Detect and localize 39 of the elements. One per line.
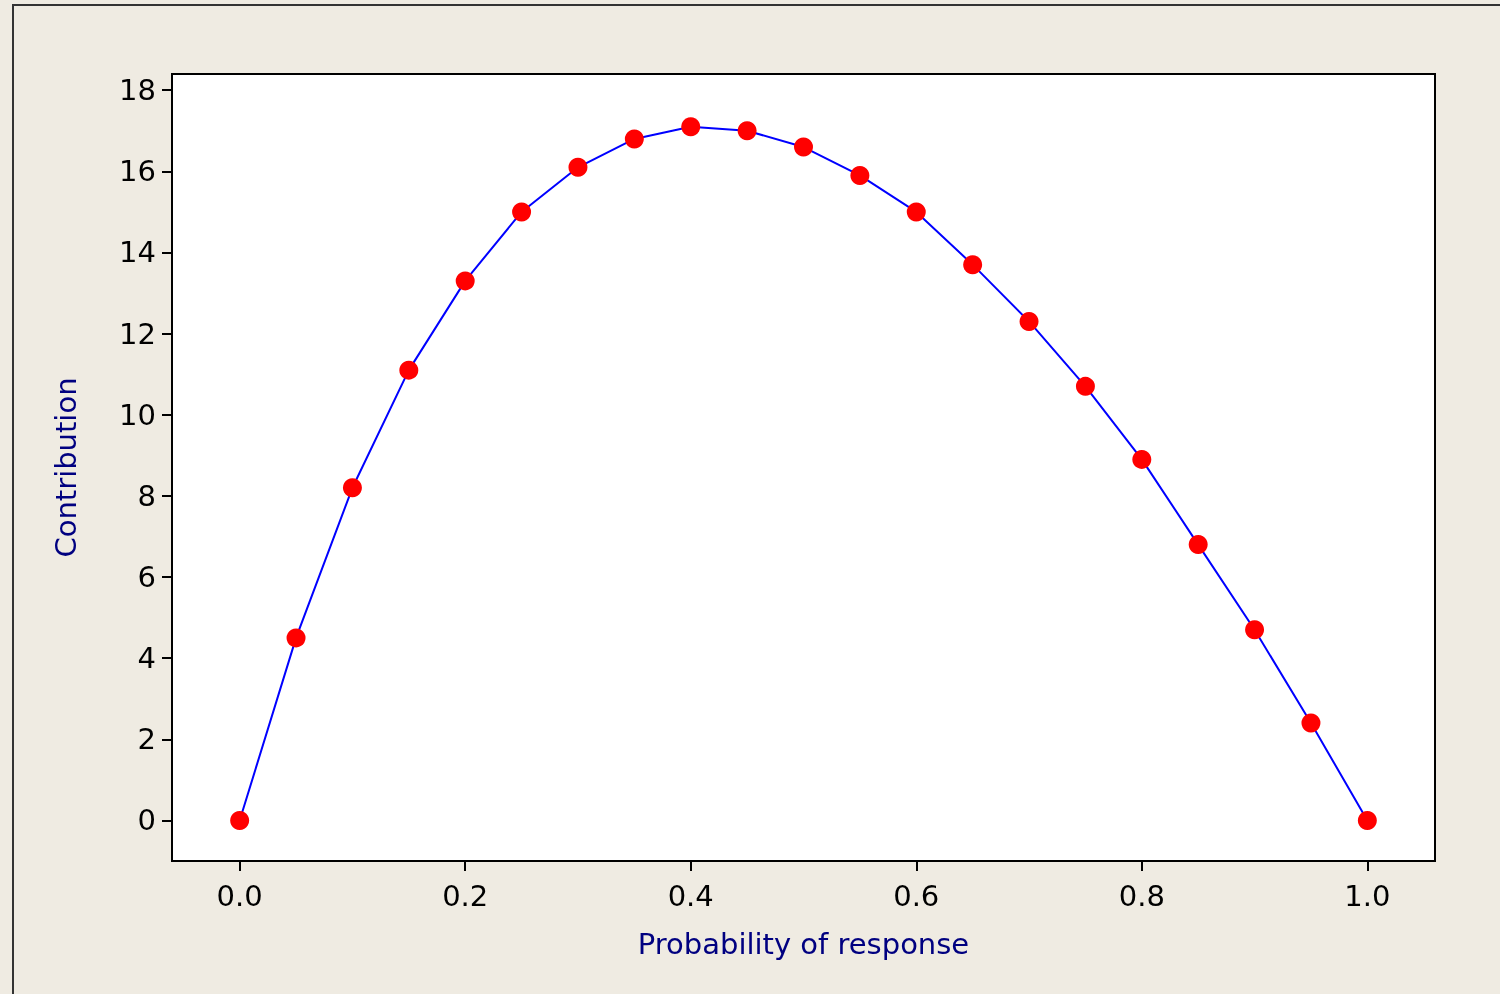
y-tick-label: 6 (137, 560, 156, 595)
y-tick-label: 8 (137, 478, 156, 513)
point (230, 810, 250, 830)
point (1132, 449, 1152, 469)
point (1188, 535, 1208, 555)
x-tick-label: 0.2 (442, 878, 489, 913)
point (906, 202, 926, 222)
point (1357, 810, 1377, 830)
point (1019, 311, 1039, 331)
point (512, 202, 532, 222)
y-tick-label: 10 (119, 397, 156, 432)
y-tick-label: 12 (119, 316, 156, 351)
point (1075, 376, 1095, 396)
point (681, 117, 701, 137)
x-tick-label: 0.0 (216, 878, 263, 913)
point (399, 360, 419, 380)
point (342, 478, 362, 498)
point (963, 255, 983, 275)
point (568, 157, 588, 177)
point (624, 129, 644, 149)
x-axis-title: Probability of response (637, 926, 970, 961)
point (1245, 620, 1265, 640)
point (737, 121, 757, 141)
x-tick-label: 0.4 (667, 878, 714, 913)
y-tick-label: 16 (119, 154, 156, 189)
y-tick-label: 0 (137, 803, 156, 838)
point (794, 137, 813, 157)
x-tick-label: 0.8 (1118, 878, 1165, 913)
y-axis-title: Contribution (48, 377, 83, 558)
y-tick-label: 2 (137, 722, 156, 757)
y-tick-label: 18 (119, 73, 156, 108)
point (286, 628, 306, 648)
x-tick-label: 0.6 (893, 878, 940, 913)
x-tick-label: 1.0 (1344, 878, 1391, 913)
point (850, 165, 870, 185)
point (1301, 713, 1321, 733)
point (455, 271, 475, 291)
y-tick-label: 14 (119, 235, 156, 270)
y-tick-label: 4 (137, 641, 156, 676)
